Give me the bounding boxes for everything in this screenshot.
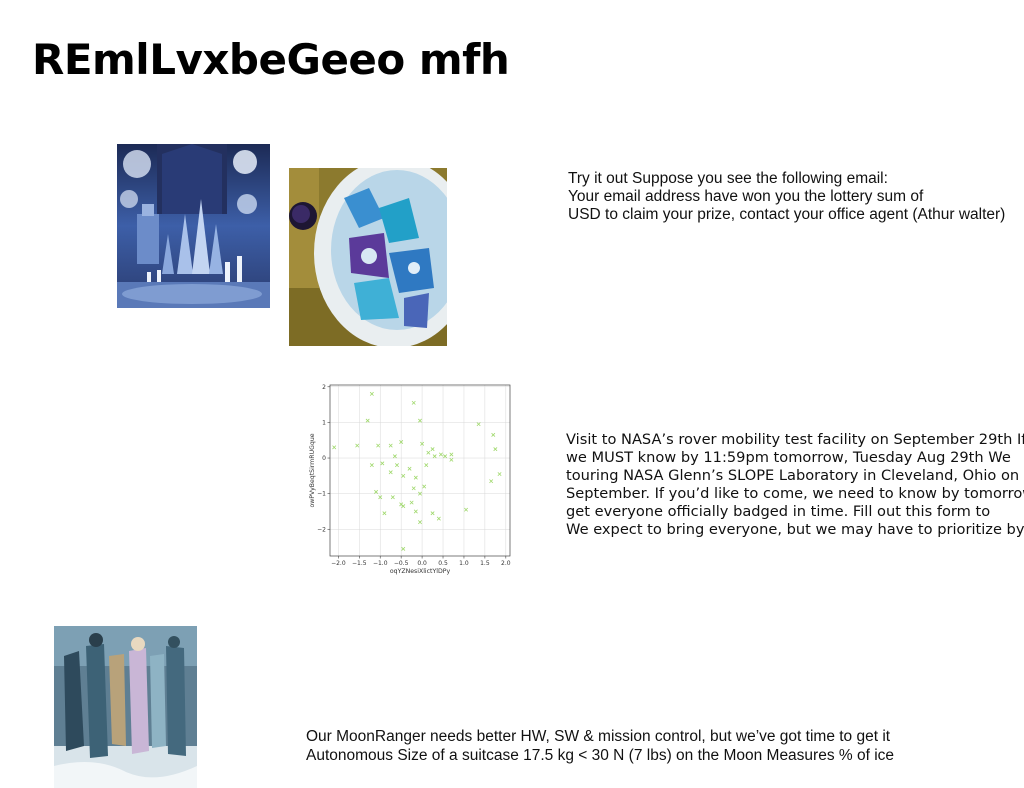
y-tick-label: 2 xyxy=(322,384,326,391)
scatter-point xyxy=(426,450,431,455)
scatter-point xyxy=(380,461,385,466)
scatter-point xyxy=(411,486,416,491)
scatter-point xyxy=(401,546,406,551)
scatter-point xyxy=(418,491,422,496)
scatter-point xyxy=(374,489,379,494)
scatter-point xyxy=(432,454,437,459)
x-tick-label: 0.0 xyxy=(417,560,427,567)
scatter-point xyxy=(497,472,502,477)
y-tick-label: −2 xyxy=(317,526,326,533)
winter-decor-image xyxy=(117,144,270,308)
scatter-point xyxy=(424,463,429,468)
nasa-line: Visit to NASA’s rover mobility test faci… xyxy=(566,431,1024,448)
scatter-point xyxy=(430,511,435,516)
moonranger-text: Our MoonRanger needs better HW, SW & mis… xyxy=(306,728,894,765)
scatter-point xyxy=(390,495,395,500)
scatter-point xyxy=(409,500,414,505)
scatter-point xyxy=(369,391,374,396)
scatter-point xyxy=(413,475,418,480)
scatter-chart: −2.0 −1.5 −1.0 −0.5 0.0 0.5 1.0 1.5 2.0 −2 −1 0 1 2 o… xyxy=(300,378,522,578)
scatter-point xyxy=(401,473,406,478)
nasa-visit-text: Visit to NASA’s rover mobility test faci… xyxy=(566,431,1024,539)
chart-grid xyxy=(330,385,510,556)
nasa-line: get everyone officially badged in time. … xyxy=(566,503,991,520)
scatter-point xyxy=(378,495,383,500)
email-example-text: Try it out Suppose you see the following… xyxy=(568,170,1005,224)
y-tick-label: 1 xyxy=(322,419,326,426)
chart-ticks: −2.0 −1.5 −1.0 −0.5 0.0 0.5 1.0 1.5 2.0 −2 −1 0 1 2 xyxy=(317,384,511,567)
scatter-point xyxy=(407,466,412,471)
nasa-line: We expect to bring everyone, but we may … xyxy=(566,521,1024,538)
scatter-point xyxy=(394,463,399,468)
scatter-point xyxy=(489,479,494,484)
scatter-point xyxy=(420,441,425,446)
nasa-line: touring NASA Glenn’s SLOPE Laboratory in… xyxy=(566,467,1020,484)
scatter-point xyxy=(418,520,422,525)
scatter-point xyxy=(388,470,393,475)
scatter-point xyxy=(382,511,387,516)
x-tick-label: −0.5 xyxy=(394,560,409,567)
y-tick-label: −1 xyxy=(317,491,326,498)
scatter-point xyxy=(449,452,454,457)
nasa-line: we MUST know by 11:59pm tomorrow, Tuesda… xyxy=(566,449,1011,466)
email-line: Your email address have won you the lott… xyxy=(568,188,924,205)
scatter-point xyxy=(438,452,443,457)
scatter-point xyxy=(413,509,418,514)
scatter-point xyxy=(332,445,337,450)
scatter-point xyxy=(392,454,397,459)
figures-painting-image xyxy=(54,626,197,788)
scatter-point xyxy=(436,516,441,521)
scatter-point xyxy=(418,418,422,423)
y-tick-label: 0 xyxy=(322,455,326,462)
x-tick-label: 1.0 xyxy=(459,560,469,567)
scatter-point xyxy=(401,504,406,509)
moon-line: Autonomous Size of a suitcase 17.5 kg < … xyxy=(306,746,895,764)
scatter-point xyxy=(430,447,435,452)
scatter-point xyxy=(464,507,469,512)
x-tick-label: 2.0 xyxy=(501,560,511,567)
scatter-point xyxy=(365,418,370,423)
scatter-point xyxy=(399,440,404,444)
email-line: USD to claim your prize, contact your of… xyxy=(568,206,1006,223)
x-tick-label: 0.5 xyxy=(438,560,448,567)
x-tick-label: −1.0 xyxy=(373,560,388,567)
scatter-point xyxy=(369,463,374,468)
scatter-point xyxy=(422,484,427,489)
x-tick-label: −2.0 xyxy=(331,560,346,567)
email-line: Try it out Suppose you see the following… xyxy=(568,170,888,187)
scatter-point xyxy=(388,443,393,448)
scatter-point xyxy=(411,400,416,405)
scatter-point xyxy=(493,447,498,452)
scatter-point xyxy=(449,457,454,462)
plot-frame xyxy=(329,384,511,557)
slide-title: REmlLvxbeGeeo mfh xyxy=(32,35,510,84)
x-tick-label: −1.5 xyxy=(352,560,367,567)
x-tick-label: 1.5 xyxy=(480,560,490,567)
scatter-point xyxy=(443,454,448,459)
scatter-point xyxy=(376,443,381,448)
x-axis-label: oqYZNesiXlictYlDPy xyxy=(390,568,451,575)
salad-plate-image xyxy=(289,168,447,346)
moon-line: Our MoonRanger needs better HW, SW & mis… xyxy=(306,728,891,745)
y-axis-label: owPVyBeqtSirmRUGque xyxy=(309,433,316,507)
scatter-point xyxy=(355,443,360,448)
chart-points xyxy=(332,391,502,551)
nasa-line: September. If you’d like to come, we nee… xyxy=(566,485,1024,502)
scatter-point xyxy=(476,422,481,427)
scatter-point xyxy=(491,432,496,437)
